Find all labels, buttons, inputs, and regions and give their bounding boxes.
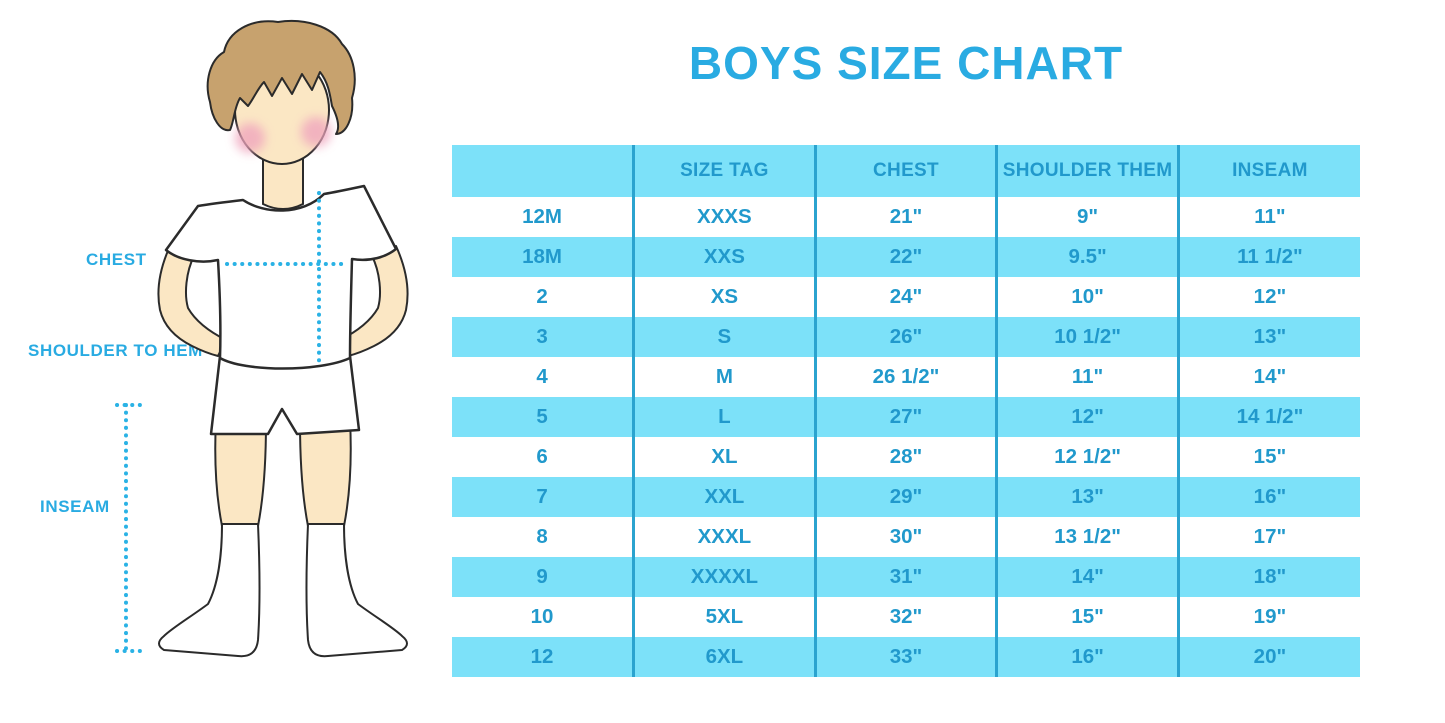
table-cell: XXXS (633, 197, 817, 237)
table-cell: 11 1/2" (1237, 245, 1303, 268)
table-cell: 9.5" (996, 237, 1180, 277)
shoulder-to-hem-label: SHOULDER TO HEM (28, 341, 203, 360)
table-cell: 14 1/2" (1236, 405, 1304, 428)
table-cell: 17" (1253, 525, 1287, 548)
table-cell: 24" (815, 277, 999, 317)
table-cell: 13" (996, 477, 1180, 517)
table-cell: 9 (452, 557, 636, 597)
table-cell: 12 (452, 637, 636, 677)
table-row: 8 XXXL 30" 13 1/2" 17" (452, 517, 1360, 557)
left-arm-shape (157, 245, 227, 357)
table-cell: 5 (452, 397, 636, 437)
table-cell: 22" (815, 237, 999, 277)
left-leg-shape (214, 418, 268, 527)
table-cell: 2 (452, 277, 636, 317)
table-row: 9 XXXXL 31" 14" 18" (452, 557, 1360, 597)
table-cell: 9" (996, 197, 1180, 237)
column-header: SHOULDER THEM (996, 145, 1180, 197)
table-row: 4 M 26 1/2" 11" 14" (452, 357, 1360, 397)
table-cell: 6 (452, 437, 636, 477)
table-cell: 13" (1253, 325, 1287, 348)
table-row: 12 6XL 33" 16" 20" (452, 637, 1360, 677)
table-cell: XXXXL (633, 557, 817, 597)
table-cell: 18M (452, 237, 636, 277)
table-cell: 16" (996, 637, 1180, 677)
tshirt-shape (164, 184, 398, 370)
table-cell: 26" (815, 317, 999, 357)
table-cell: 28" (815, 437, 999, 477)
table-cell: 10" (996, 277, 1180, 317)
column-header: SIZE TAG (633, 145, 817, 197)
table-cell: XXS (633, 237, 817, 277)
table-cell: M (633, 357, 817, 397)
table-cell: 29" (815, 477, 999, 517)
table-cell: XL (633, 437, 817, 477)
table-cell: 31" (815, 557, 999, 597)
table-cell: 13 1/2" (996, 517, 1180, 557)
size-table-body: 12M XXXS 21" 9" 11" 18M XXS 22" 9.5" 11 1/2" 2 XS 24… (452, 197, 1360, 677)
table-cell: 6XL (633, 637, 817, 677)
table-row: 10 5XL 32" 15" 19" (452, 597, 1360, 637)
table-row: 7 XXL 29" 13" 16" (452, 477, 1360, 517)
table-cell: XXL (633, 477, 817, 517)
table-row: 2 XS 24" 10" 12" (452, 277, 1360, 317)
table-row: 5 L 27" 12" 14 1/2" (452, 397, 1360, 437)
table-cell: 21" (815, 197, 999, 237)
table-row: 6 XL 28" 12 1/2" 15" (452, 437, 1360, 477)
table-cell: 32" (815, 597, 999, 637)
table-cell: 12" (996, 397, 1180, 437)
table-row: 18M XXS 22" 9.5" 11 1/2" (452, 237, 1360, 277)
table-cell: 12M (452, 197, 636, 237)
table-cell: 12" (1253, 285, 1287, 308)
table-cell: 10 1/2" (996, 317, 1180, 357)
right-sock-shape (305, 523, 408, 658)
table-cell: 20" (1253, 645, 1287, 668)
table-row: 3 S 26" 10 1/2" 13" (452, 317, 1360, 357)
table-cell: 33" (815, 637, 999, 677)
table-cell: 16" (1253, 485, 1287, 508)
right-leg-shape (298, 418, 352, 527)
left-sock-shape (158, 523, 261, 658)
table-cell: 5XL (633, 597, 817, 637)
table-cell: XS (633, 277, 817, 317)
table-cell: L (633, 397, 817, 437)
inseam-label: INSEAM (40, 497, 110, 516)
size-table-head: SIZE TAG CHEST SHOULDER THEM INSEAM (452, 145, 1360, 197)
table-cell: 26 1/2" (815, 357, 999, 397)
boy-illustration (115, 20, 409, 658)
table-cell: 15" (996, 597, 1180, 637)
table-cell: 10 (452, 597, 636, 637)
table-cell: 3 (452, 317, 636, 357)
chest-label: CHEST (86, 250, 147, 269)
blush-right (301, 117, 331, 147)
table-cell: XXXL (633, 517, 817, 557)
column-header: CHEST (815, 145, 999, 197)
table-row: 12M XXXS 21" 9" 11" (452, 197, 1360, 237)
column-header: INSEAM (1232, 160, 1308, 181)
table-cell: 18" (1253, 565, 1287, 588)
table-cell: 15" (1253, 445, 1287, 468)
size-table-header-row: SIZE TAG CHEST SHOULDER THEM INSEAM (452, 145, 1360, 197)
table-cell: 11" (1254, 205, 1286, 228)
table-cell: 7 (452, 477, 636, 517)
column-header (452, 145, 636, 197)
hair-shape (206, 20, 356, 135)
table-cell: 30" (815, 517, 999, 557)
table-cell: 27" (815, 397, 999, 437)
right-arm-shape (339, 245, 409, 357)
table-cell: 8 (452, 517, 636, 557)
page-title: BOYS SIZE CHART (688, 37, 1124, 89)
table-cell: S (633, 317, 817, 357)
size-table: SIZE TAG CHEST SHOULDER THEM INSEAM 12M XXXS… (452, 145, 1360, 677)
table-cell: 11" (996, 357, 1180, 397)
table-cell: 19" (1253, 605, 1287, 628)
table-cell: 14" (996, 557, 1180, 597)
blush-left (235, 123, 265, 153)
table-cell: 14" (1253, 365, 1287, 388)
table-cell: 12 1/2" (996, 437, 1180, 477)
table-cell: 4 (452, 357, 636, 397)
